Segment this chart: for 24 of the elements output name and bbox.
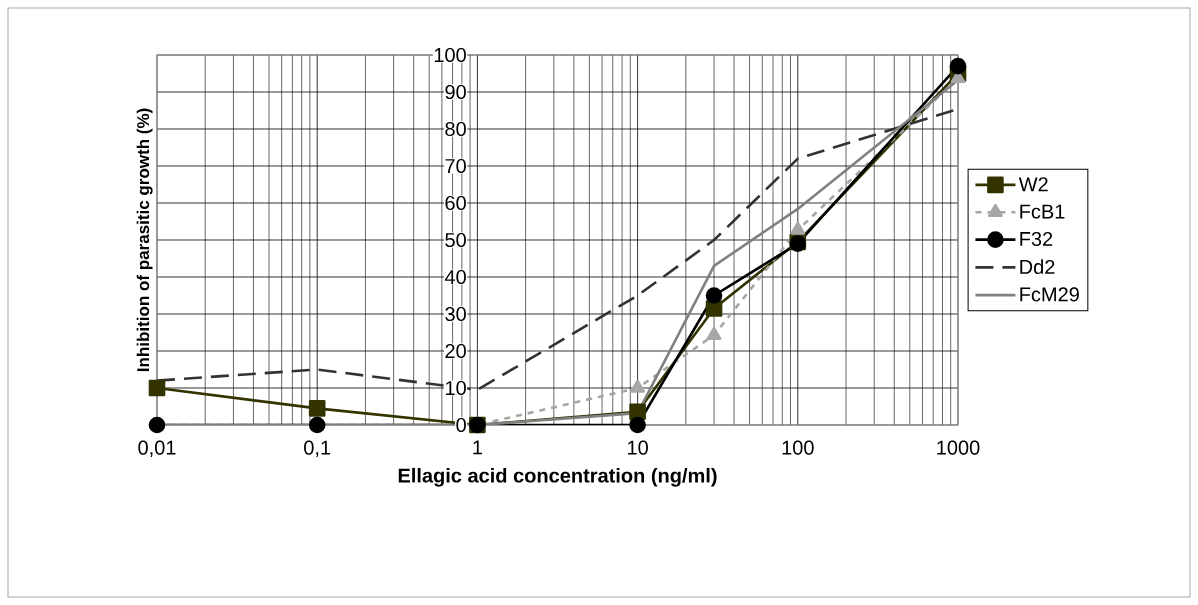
y-axis-title: Inhibition of parasitic growth (%) bbox=[136, 108, 153, 372]
y-tick-label: 60 bbox=[445, 195, 466, 211]
y-tick-label: 70 bbox=[445, 158, 466, 174]
y-tick-label: 30 bbox=[445, 306, 466, 322]
y-tick-label: 0 bbox=[456, 417, 466, 433]
legend-label: W2 bbox=[1018, 177, 1048, 192]
legend-label: FcB1 bbox=[1020, 204, 1065, 219]
y-tick-label: 10 bbox=[445, 380, 466, 396]
y-tick-label: 80 bbox=[445, 121, 466, 137]
y-tick-label: 100 bbox=[434, 47, 466, 63]
x-tick-label: 0,1 bbox=[304, 440, 331, 458]
legend-label: F32 bbox=[1020, 231, 1053, 247]
x-tick-label: 10 bbox=[628, 440, 648, 455]
legend-label: Dd2 bbox=[1020, 259, 1055, 275]
y-tick-label: 90 bbox=[445, 84, 466, 100]
y-tick-label: 20 bbox=[445, 343, 466, 359]
x-tick-label: 100 bbox=[782, 440, 814, 455]
x-tick-label: 1000 bbox=[937, 440, 980, 455]
x-tick-label: 1 bbox=[473, 440, 482, 455]
x-axis-title: Ellagic acid concentration (ng/ml) bbox=[398, 467, 717, 487]
y-tick-label: 50 bbox=[445, 232, 466, 248]
y-tick-label: 40 bbox=[444, 269, 466, 285]
legend-label: FcM29 bbox=[1020, 287, 1079, 302]
x-tick-label: 0,01 bbox=[138, 440, 176, 458]
